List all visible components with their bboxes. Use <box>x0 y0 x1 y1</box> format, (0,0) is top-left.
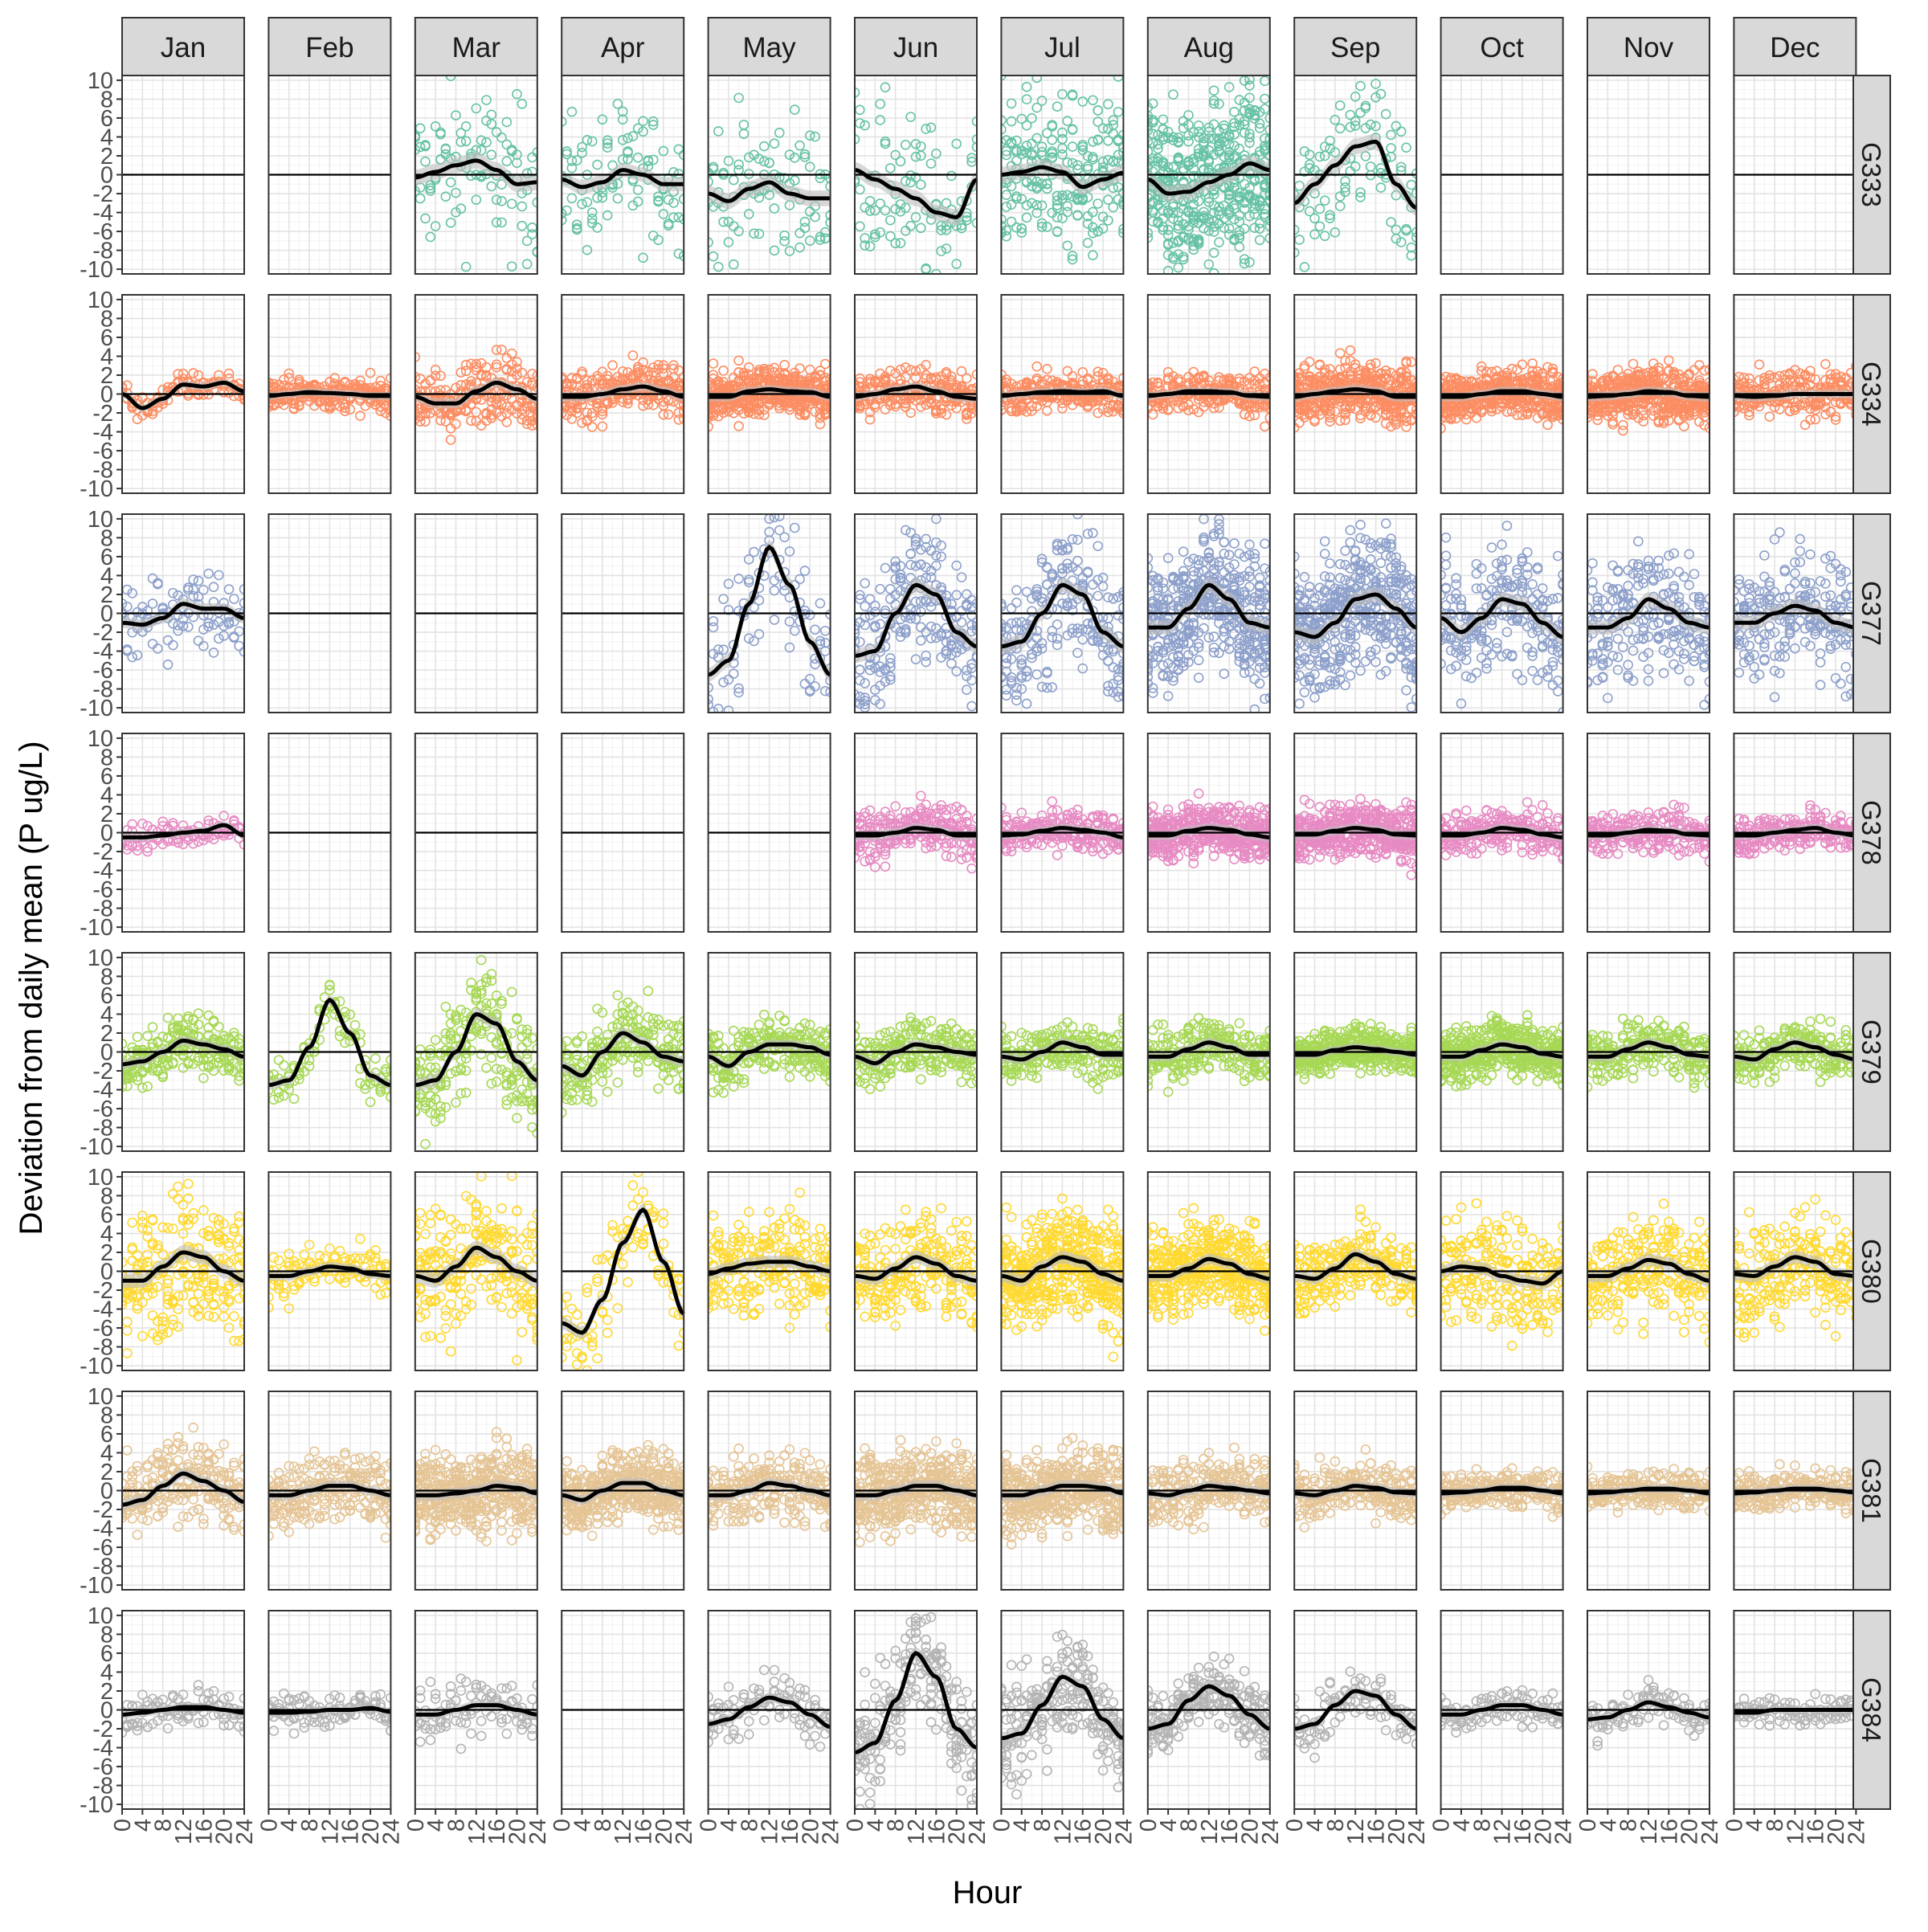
panel <box>704 76 835 274</box>
panel <box>411 295 541 493</box>
panel <box>997 71 1128 275</box>
panel <box>268 76 390 274</box>
panel <box>558 295 688 493</box>
panel <box>851 76 982 279</box>
panel <box>264 295 395 493</box>
panel <box>558 76 688 274</box>
panel <box>1290 76 1421 274</box>
panel <box>997 295 1128 493</box>
panel <box>1143 295 1274 493</box>
panel <box>851 295 982 493</box>
panel <box>1143 75 1274 277</box>
panel <box>411 71 541 274</box>
panel <box>704 295 835 493</box>
panel <box>1436 295 1567 493</box>
panel <box>1583 295 1714 493</box>
panel <box>1587 76 1709 274</box>
panel <box>1290 295 1421 493</box>
panel <box>1734 76 1856 274</box>
panel <box>122 76 244 274</box>
panel <box>118 295 249 493</box>
panel <box>1441 76 1563 274</box>
